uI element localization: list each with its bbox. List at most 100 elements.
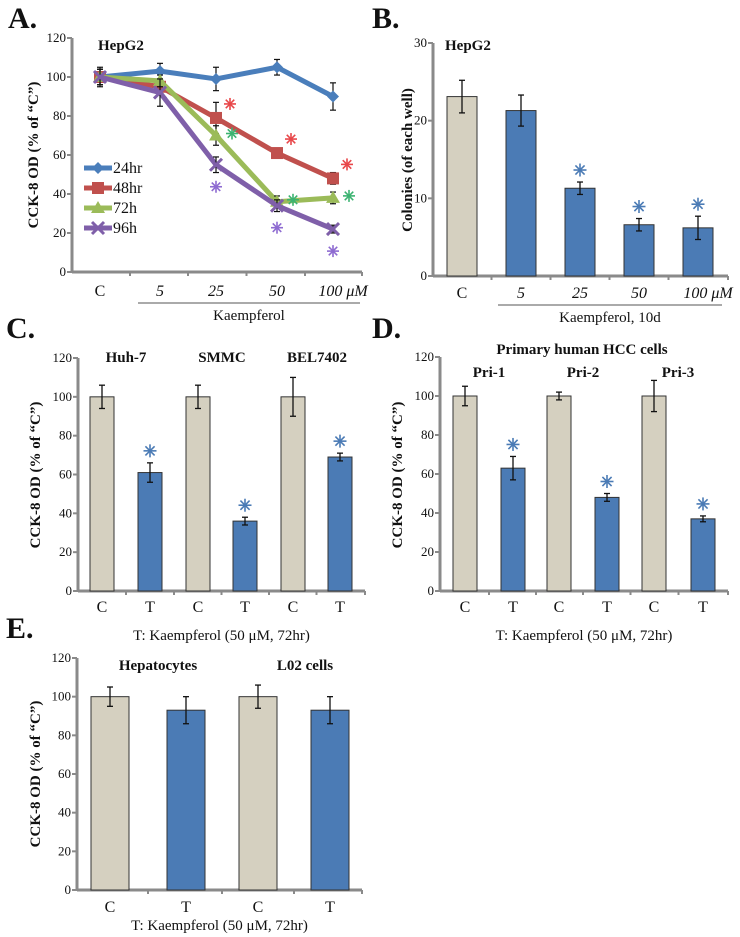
bar <box>185 396 211 592</box>
significance-asterisk <box>632 200 646 214</box>
bar <box>166 709 206 891</box>
x-marker-stroke <box>92 69 108 85</box>
error-bar <box>183 696 189 725</box>
error-bar <box>510 455 516 481</box>
error-bar <box>518 94 524 127</box>
significance-asterisk <box>327 245 339 258</box>
square-marker <box>92 182 104 194</box>
group-title: Huh-7 <box>106 350 147 366</box>
y-tick-label: 120 <box>47 30 67 45</box>
x-marker <box>92 69 108 85</box>
significance-asterisk <box>210 180 222 193</box>
asterisk-stroke <box>272 222 282 233</box>
y-tick-label: 40 <box>58 805 71 820</box>
asterisk-stroke <box>286 134 296 144</box>
y-axis-label: CCK-8 OD (% of “C”) <box>28 402 44 549</box>
legend-label: 48hr <box>113 180 143 197</box>
y-tick-label: 20 <box>58 843 71 858</box>
bar <box>89 396 115 592</box>
chart-title: HepG2 <box>98 38 144 54</box>
x-tick-label: C <box>193 599 204 616</box>
asterisk-stroke <box>574 164 586 176</box>
diamond-marker <box>210 72 222 85</box>
y-tick-label: 30 <box>414 35 427 50</box>
triangle-marker <box>326 190 340 203</box>
x-axis-label: T: Kaempferol (50 μM, 72hr) <box>133 628 310 644</box>
x-marker <box>269 198 285 213</box>
asterisk-stroke <box>344 191 354 201</box>
x-tick-label: C <box>253 899 264 916</box>
error-bar <box>290 376 296 417</box>
x-marker-stroke <box>269 198 285 213</box>
significance-asterisk <box>343 189 355 202</box>
y-tick-label: 60 <box>53 147 66 162</box>
panel-label: D. <box>372 312 401 345</box>
significance-asterisk <box>287 193 299 206</box>
y-tick-label: 60 <box>59 467 72 482</box>
y-tick-label: 20 <box>414 113 427 128</box>
asterisk-stroke <box>342 159 352 170</box>
significance-asterisk <box>506 437 520 451</box>
y-axis-label: Colonies (of each well) <box>400 88 416 232</box>
significance-asterisk <box>271 221 283 234</box>
bar <box>310 709 350 891</box>
x-tick-label: T <box>240 599 250 616</box>
bar <box>327 456 353 592</box>
significance-asterisk <box>285 133 297 146</box>
y-tick-label: 80 <box>421 427 434 442</box>
y-tick-label: 20 <box>53 225 66 240</box>
panel-label: A. <box>8 2 37 35</box>
panel-label: E. <box>6 612 34 645</box>
y-tick-label: 20 <box>421 544 434 559</box>
x-tick-label: 100 μM <box>683 285 734 302</box>
x-tick-label: T <box>335 599 345 616</box>
legend-label: 72h <box>113 200 137 217</box>
bar <box>564 187 596 277</box>
asterisk-stroke <box>211 181 221 192</box>
y-tick-label: 100 <box>415 388 435 403</box>
panel-b: B. 0 10 20 30 Colonies (of each well) C 5 25 50 10… <box>372 2 734 326</box>
y-tick-label: 120 <box>53 350 73 365</box>
error-bar <box>195 384 201 410</box>
x-tick-label: C <box>288 599 299 616</box>
x-axis-label: T: Kaempferol (50 μM, 72hr) <box>131 918 308 934</box>
group-title: Pri-2 <box>567 365 599 381</box>
x-tick-label: T <box>181 899 191 916</box>
error-bar <box>695 215 701 241</box>
y-tick-label: 60 <box>58 766 71 781</box>
y-tick-label: 40 <box>53 186 66 201</box>
triangle-marker <box>209 128 223 141</box>
x-tick-label: C <box>95 283 106 300</box>
significance-asterisk <box>341 158 353 171</box>
x-tick-label: T <box>145 599 155 616</box>
legend-label: 96h <box>113 220 137 237</box>
error-bar <box>107 686 113 707</box>
significance-asterisk <box>333 434 347 448</box>
y-axis-label: CCK-8 OD (% of “C”) <box>26 82 42 229</box>
bar <box>505 110 537 277</box>
diamond-marker <box>271 61 283 74</box>
y-tick-label: 120 <box>415 349 435 364</box>
y-tick-label: 100 <box>52 689 72 704</box>
error-bar <box>242 516 248 526</box>
bar <box>594 496 620 592</box>
x-tick-label: C <box>97 599 108 616</box>
asterisk-stroke <box>227 128 237 139</box>
asterisk-stroke <box>225 99 235 109</box>
x-marker <box>152 85 168 100</box>
asterisk-stroke <box>239 500 251 511</box>
x-tick-label: C <box>554 599 565 616</box>
x-marker <box>208 157 224 172</box>
y-tick-label: 20 <box>59 544 72 559</box>
significance-asterisk <box>226 127 238 140</box>
triangle-marker <box>91 201 105 213</box>
asterisk-stroke <box>507 439 519 450</box>
chart-title: HepG2 <box>445 38 491 54</box>
group-title: L02 cells <box>277 658 333 674</box>
error-bar <box>337 452 343 462</box>
square-marker <box>327 172 339 185</box>
error-bar <box>604 492 610 502</box>
